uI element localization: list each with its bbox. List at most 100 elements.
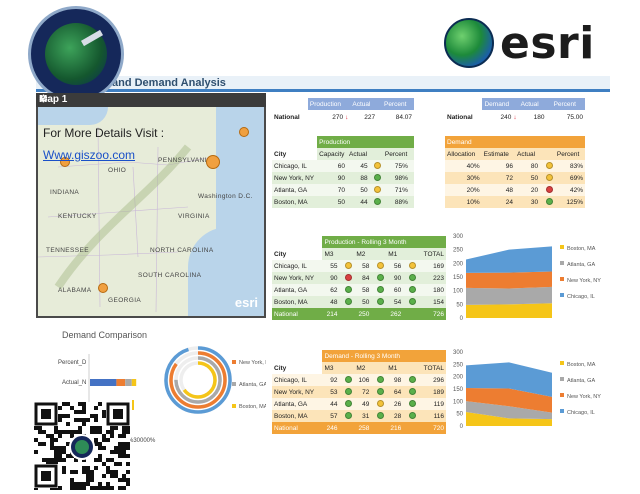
cell: 70 <box>337 186 346 194</box>
y-tick-label: 200 <box>453 375 464 381</box>
legend-swatch <box>232 404 236 408</box>
map-esri-watermark: esri <box>234 295 258 310</box>
table-row[interactable]: Chicago, IL 60 45 75% <box>272 160 414 172</box>
table-row[interactable]: 20% 48 20 42% <box>445 184 585 196</box>
status-indicator-icon <box>345 376 353 383</box>
production-summary-table: Production Actual Percent National 270 ↓ … <box>272 98 414 124</box>
map-label: TENNESSEE <box>46 247 89 254</box>
col-header: M1 <box>388 364 398 372</box>
map-label: PENNSYLVANIA <box>158 157 212 164</box>
cell: 30% <box>466 174 480 182</box>
table-row[interactable]: Boston, MA 50 44 88% <box>272 196 414 208</box>
map-marker-boston[interactable] <box>239 127 249 137</box>
status-indicator-icon <box>345 274 353 281</box>
col-header: Percent <box>381 98 414 110</box>
area-series <box>466 401 552 420</box>
table-row[interactable]: 30% 72 50 69% <box>445 172 585 184</box>
production-table: Production City Capacity Actual Percent … <box>272 136 414 208</box>
area-series <box>466 271 552 289</box>
table-row[interactable]: New York, NY 90 88 98% <box>272 172 414 184</box>
table-row[interactable]: Boston, MA 57 31 28 116 <box>272 410 446 422</box>
visit-text: For More Details Visit : <box>43 126 165 140</box>
cell: 214 <box>326 310 338 318</box>
cell: 24 <box>505 198 513 206</box>
cell: 75% <box>394 162 408 170</box>
y-tick-label: 250 <box>453 362 464 368</box>
visit-link[interactable]: Www.giszoo.com <box>43 148 136 162</box>
legend-swatch <box>560 361 564 365</box>
col-header: City <box>272 148 318 160</box>
status-indicator-icon <box>345 412 353 419</box>
cell: 57 <box>330 412 338 420</box>
table-row[interactable]: Boston, MA 48 50 54 154 <box>272 296 446 308</box>
y-tick-label: 300 <box>453 234 464 240</box>
cell: 45 <box>360 162 368 170</box>
production-area-chart: 0 50 100 150 200 250 300 Boston, MA Atlanta, GA N… <box>453 234 601 322</box>
table-group-header: Production <box>317 136 414 148</box>
map-marker-atlanta[interactable] <box>98 283 108 293</box>
status-indicator-icon <box>345 388 353 395</box>
table-row[interactable]: 10% 24 30 125% <box>445 196 585 208</box>
city-cell: Atlanta, GA <box>274 186 308 194</box>
cell: 20 <box>530 186 539 194</box>
map-label: GEORGIA <box>108 297 142 304</box>
cell: 62 <box>330 286 338 294</box>
cell: 116 <box>433 412 444 420</box>
col-header: Allocation <box>447 150 476 158</box>
table-row[interactable]: Atlanta, GA 70 50 71% <box>272 184 414 196</box>
gear-icon[interactable]: ⚙ <box>39 94 48 105</box>
status-indicator-icon <box>409 298 417 305</box>
status-indicator-icon <box>409 400 417 407</box>
qr-code[interactable] <box>34 402 130 492</box>
status-indicator-icon <box>377 298 385 305</box>
table-row[interactable]: Chicago, IL 55 58 56 169 <box>272 260 446 272</box>
bar <box>90 379 117 386</box>
legend-label: New York, NY <box>239 360 266 366</box>
cell: 169 <box>433 262 444 270</box>
status-indicator-icon <box>345 400 353 407</box>
map-view[interactable]: PENNSYLVANIA OHIO INDIANA KENTUCKY TENNE… <box>38 107 264 316</box>
table-row[interactable]: New York, NY 53 72 64 189 <box>272 386 446 398</box>
y-tick-label: 100 <box>453 289 464 295</box>
legend-swatch <box>560 293 564 297</box>
table-total-row: National 246 258 216 720 <box>272 422 446 434</box>
cell: 125% <box>566 198 583 206</box>
y-tick-label: 100 <box>453 399 464 405</box>
map-marker-new-york[interactable] <box>206 155 220 169</box>
cell: 20% <box>466 186 480 194</box>
cell: 106 <box>358 376 370 384</box>
cell: 56 <box>393 262 402 270</box>
bar <box>116 379 126 386</box>
city-cell: Boston, MA <box>274 412 308 420</box>
status-indicator-icon <box>345 262 353 269</box>
cell: National <box>274 424 298 432</box>
table-group-header: Demand <box>445 136 585 148</box>
status-indicator-icon <box>373 186 381 193</box>
status-indicator-icon <box>373 198 381 205</box>
legend-label: Boston, MA <box>567 246 596 252</box>
cell: 26 <box>393 400 402 408</box>
legend-label: Chicago, IL <box>567 294 595 300</box>
table-row[interactable]: Atlanta, GA 62 58 60 180 <box>272 284 446 296</box>
table-row[interactable]: Chicago, IL 92 106 98 296 <box>272 374 446 386</box>
map-panel-header: Map 1 ⚙ <box>36 93 266 107</box>
map-marker-chicago[interactable] <box>60 157 70 167</box>
table-row[interactable]: 40% 96 80 83% <box>445 160 585 172</box>
city-cell: Boston, MA <box>274 198 308 206</box>
map-borders <box>38 126 214 313</box>
cell: 30 <box>530 198 539 206</box>
legend-label: New York, NY <box>567 394 601 400</box>
cell: 80 <box>530 162 539 170</box>
cell: 262 <box>390 310 402 318</box>
legend-label: Boston, MA <box>239 404 266 410</box>
col-header: M3 <box>324 250 334 258</box>
cell: 64 <box>393 388 402 396</box>
production-rolling-table: Production - Rolling 3 Month City M3 M2 … <box>272 236 446 320</box>
cell: 50 <box>360 186 368 194</box>
donut-ring <box>174 356 222 404</box>
legend-swatch <box>560 377 564 381</box>
y-tick-label: 250 <box>453 248 464 254</box>
legend-swatch <box>560 393 564 397</box>
table-row[interactable]: New York, NY 90 84 90 223 <box>272 272 446 284</box>
table-row[interactable]: Atlanta, GA 44 49 26 119 <box>272 398 446 410</box>
